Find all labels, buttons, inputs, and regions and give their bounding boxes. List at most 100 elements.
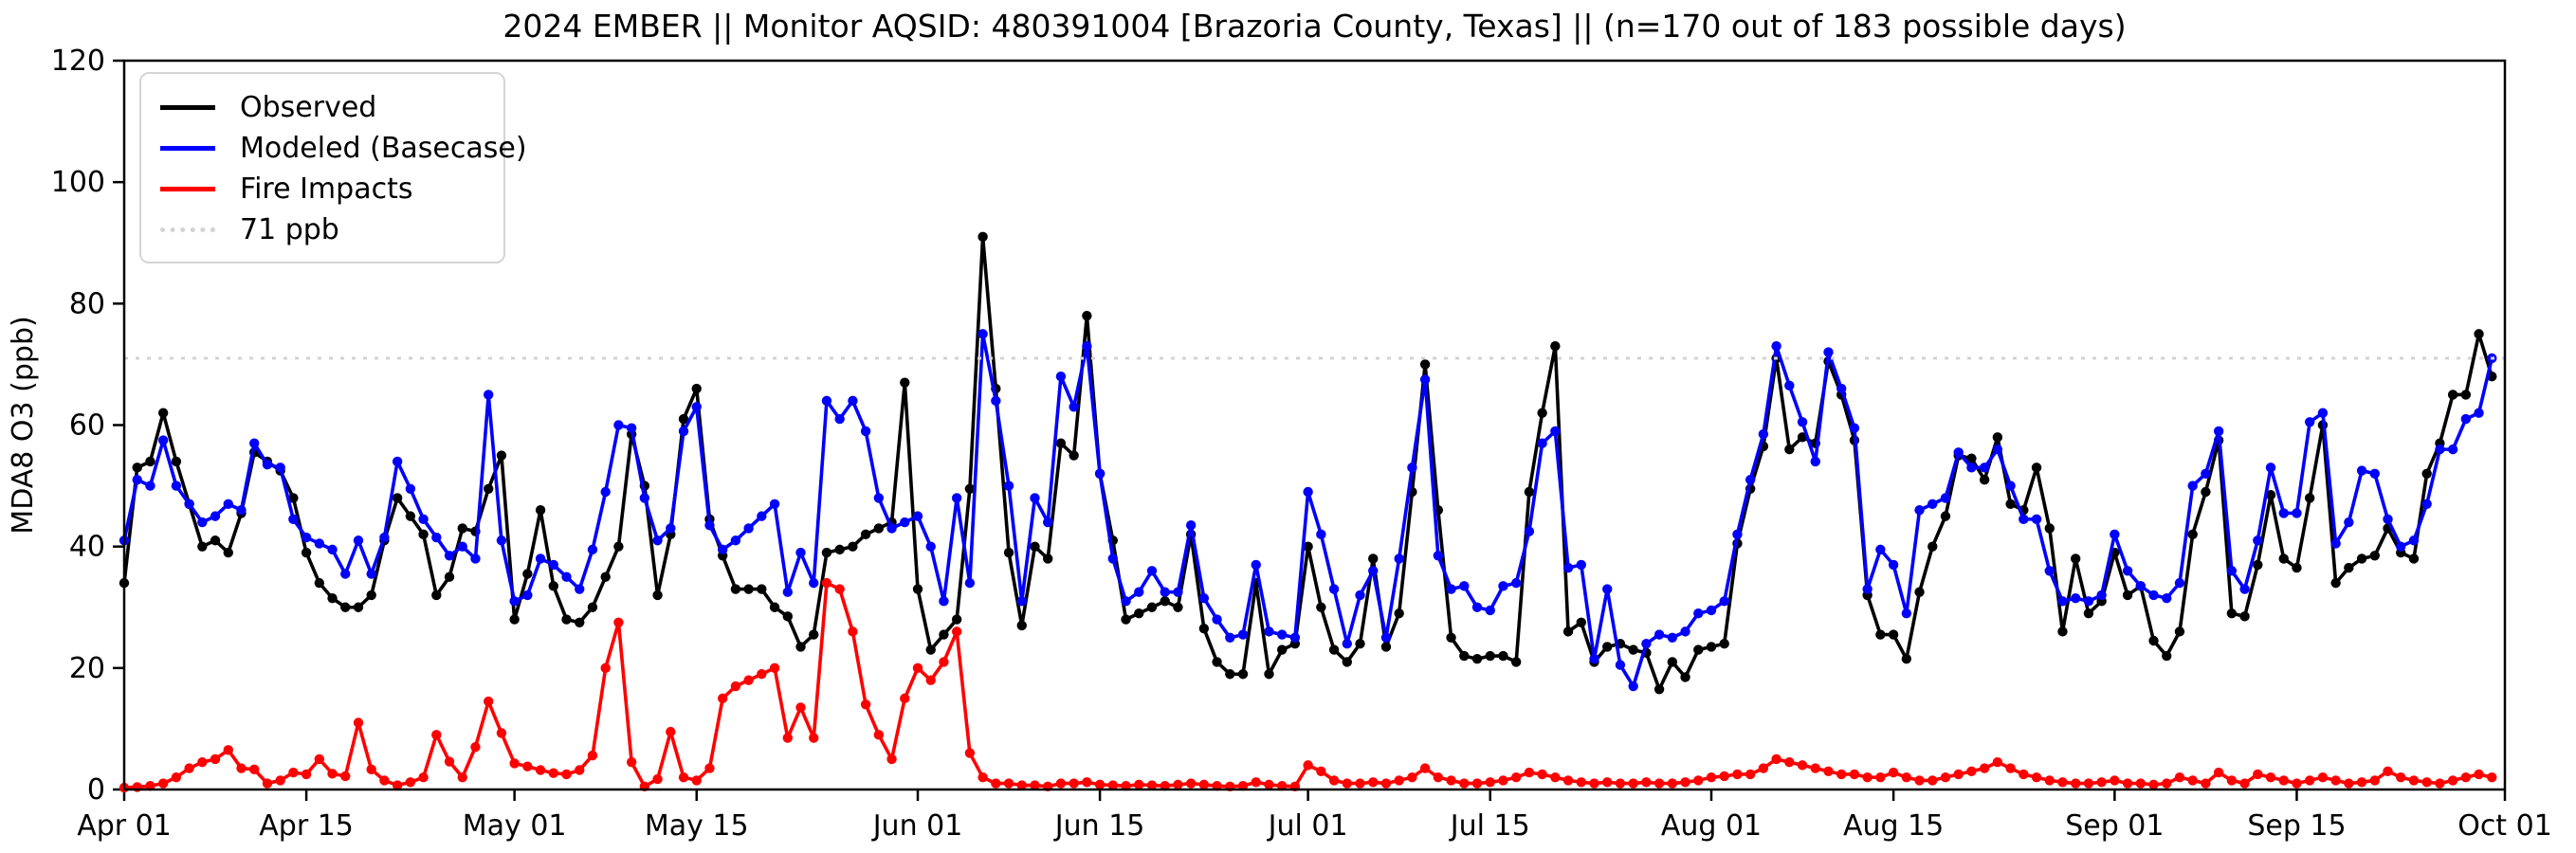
- modeled-series-marker: [2083, 596, 2094, 607]
- legend-label-threshold: 71 ppb: [240, 213, 339, 246]
- modeled-series-marker: [1094, 468, 1105, 479]
- fire-impacts-series-marker: [2408, 775, 2420, 786]
- observed-series-marker: [600, 572, 611, 582]
- fire-impacts-series-marker: [1719, 771, 1729, 782]
- fire-impacts-series-marker: [613, 617, 624, 627]
- modeled-series-marker: [2031, 514, 2042, 525]
- modeled-series-marker: [1784, 380, 1795, 391]
- modeled-series-marker: [1380, 632, 1392, 643]
- modeled-series-marker: [1134, 587, 1144, 597]
- y-axis-label: MDA8 O3 (ppb): [7, 316, 40, 534]
- fire-impacts-series-marker: [900, 693, 910, 704]
- observed-series-marker: [2447, 390, 2458, 400]
- fire-impacts-series-marker: [1966, 766, 1977, 776]
- observed-series-marker: [821, 547, 832, 558]
- observed-series-marker: [2201, 486, 2211, 498]
- observed-series-marker: [1316, 602, 1326, 612]
- modeled-series-marker: [1173, 587, 1183, 597]
- modeled-series-marker: [2226, 566, 2238, 576]
- modeled-series-marker: [145, 481, 155, 491]
- fire-impacts-series-marker: [275, 775, 285, 786]
- fire-impacts-series-marker: [2356, 777, 2367, 788]
- fire-impacts-series-marker: [1706, 771, 1717, 783]
- observed-series-marker: [366, 590, 376, 601]
- fire-impacts-series-marker: [717, 693, 728, 704]
- observed-series-marker: [1940, 511, 1951, 521]
- fire-impacts-series-marker: [1303, 760, 1313, 771]
- modeled-series-marker: [1810, 456, 1820, 467]
- observed-series-marker: [977, 231, 988, 243]
- observed-series-marker: [2265, 489, 2276, 500]
- fire-impacts-series-marker: [2460, 771, 2472, 783]
- fire-impacts-series-marker: [509, 758, 520, 769]
- observed-series-marker: [1355, 639, 1365, 649]
- modeled-series-marker: [2239, 584, 2250, 594]
- observed-series-marker: [939, 629, 949, 640]
- fire-impacts-series-marker: [1784, 756, 1795, 768]
- fire-impacts-series-marker: [1342, 778, 1353, 789]
- observed-series-marker: [743, 584, 754, 594]
- modeled-series-marker: [1875, 544, 1886, 555]
- fire-impacts-series-marker: [2369, 775, 2380, 786]
- fire-impacts-series-marker: [860, 699, 871, 710]
- observed-series-marker: [288, 493, 299, 503]
- modeled-series-marker: [991, 395, 1001, 407]
- modeled-series-marker: [1641, 639, 1652, 649]
- observed-series-marker: [353, 602, 364, 612]
- y-tick-label: 60: [69, 409, 105, 443]
- modeled-series-marker: [912, 511, 923, 521]
- fire-impacts-series-marker: [249, 764, 260, 775]
- modeled-series-line: [122, 332, 2494, 688]
- modeled-series-marker: [2304, 417, 2315, 427]
- modeled-series-marker: [2408, 535, 2420, 546]
- observed-series-marker: [392, 493, 403, 503]
- fire-impacts-series-marker: [561, 769, 572, 780]
- modeled-series-marker: [2344, 517, 2354, 528]
- modeled-series-marker: [2201, 468, 2211, 479]
- observed-series-marker: [2005, 499, 2016, 510]
- fire-impacts-series-marker: [939, 657, 949, 667]
- observed-series-marker: [1082, 310, 1092, 321]
- modeled-series-marker: [1237, 629, 1249, 640]
- observed-series-marker: [1602, 642, 1613, 652]
- fire-impacts-series-marker: [1251, 777, 1261, 788]
- fire-impacts-series-marker: [1836, 769, 1847, 780]
- modeled-series-marker: [1251, 559, 1261, 571]
- observed-series-marker: [2344, 562, 2354, 573]
- fire-impacts-series-marker: [2383, 766, 2393, 776]
- modeled-series-marker: [405, 483, 416, 494]
- modeled-series-marker: [2057, 596, 2068, 607]
- modeled-series-marker: [639, 493, 650, 503]
- observed-series-marker: [2408, 554, 2420, 564]
- observed-series-marker: [2474, 329, 2484, 339]
- modeled-series-marker: [1459, 581, 1470, 591]
- modeled-series-marker: [1446, 584, 1456, 594]
- modeled-series-marker: [1003, 481, 1014, 491]
- observed-series-marker: [1653, 684, 1665, 695]
- observed-series-marker: [2044, 523, 2055, 534]
- fire-impacts-series-marker: [1419, 763, 1431, 773]
- fire-impacts-series-marker: [1069, 778, 1079, 789]
- observed-series-marker: [1446, 632, 1456, 643]
- modeled-series-marker: [1667, 632, 1678, 643]
- modeled-series-marker: [353, 535, 364, 546]
- observed-series-marker: [1992, 432, 2003, 443]
- modeled-series-marker: [1394, 554, 1404, 564]
- modeled-series-marker: [951, 493, 962, 503]
- observed-series-marker: [1264, 669, 1274, 680]
- x-tick-label: Oct 01: [2457, 809, 2552, 843]
- observed-series-marker: [509, 614, 520, 625]
- observed-series-marker: [2226, 608, 2238, 619]
- observed-series-marker: [327, 592, 338, 604]
- modeled-series-marker: [2019, 514, 2029, 525]
- fire-impacts-series-marker: [301, 769, 312, 780]
- modeled-series-marker: [418, 514, 429, 525]
- modeled-series-marker: [704, 520, 715, 531]
- modeled-series-marker: [873, 493, 885, 503]
- modeled-series-marker: [548, 559, 559, 571]
- modeled-series-marker: [1615, 660, 1626, 670]
- fire-impacts-series-marker: [1615, 778, 1626, 789]
- fire-impacts-series-marker: [1407, 771, 1417, 783]
- fire-impacts-series-marker: [848, 626, 858, 637]
- observed-series-marker: [1394, 608, 1404, 619]
